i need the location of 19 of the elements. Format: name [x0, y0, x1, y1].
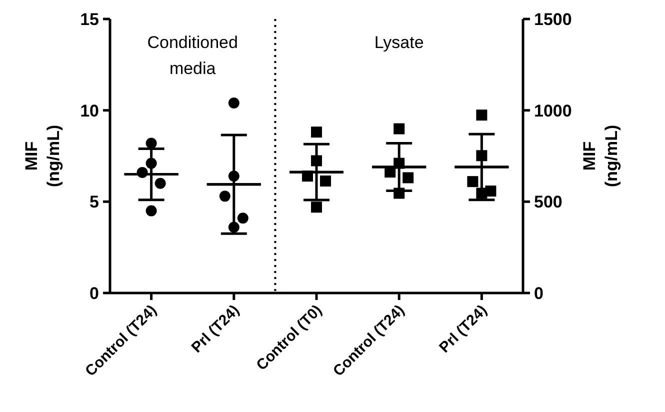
point: [146, 205, 157, 216]
point: [476, 110, 488, 121]
y2-axis-title: MIF (ng/mL): [580, 124, 621, 188]
y-tick-label: 5: [90, 192, 99, 212]
y2-tick-label: 500: [534, 192, 562, 212]
y2-tick-label: 1000: [534, 101, 572, 120]
y2-tick-label: 1500: [534, 10, 572, 29]
y-tick-label: 0: [90, 284, 99, 303]
annotation: Conditioned media: [147, 33, 238, 78]
y-tick-label: 15: [80, 10, 99, 29]
point: [228, 98, 240, 109]
y-tick-label: 10: [80, 101, 99, 120]
annotation: Lysate: [374, 33, 424, 52]
point: [146, 138, 157, 149]
point: [311, 126, 322, 138]
point: [311, 202, 322, 213]
y-axis-title: MIF (ng/mL): [22, 124, 63, 188]
point: [394, 123, 405, 134]
y2-tick-label: 0: [534, 284, 544, 303]
